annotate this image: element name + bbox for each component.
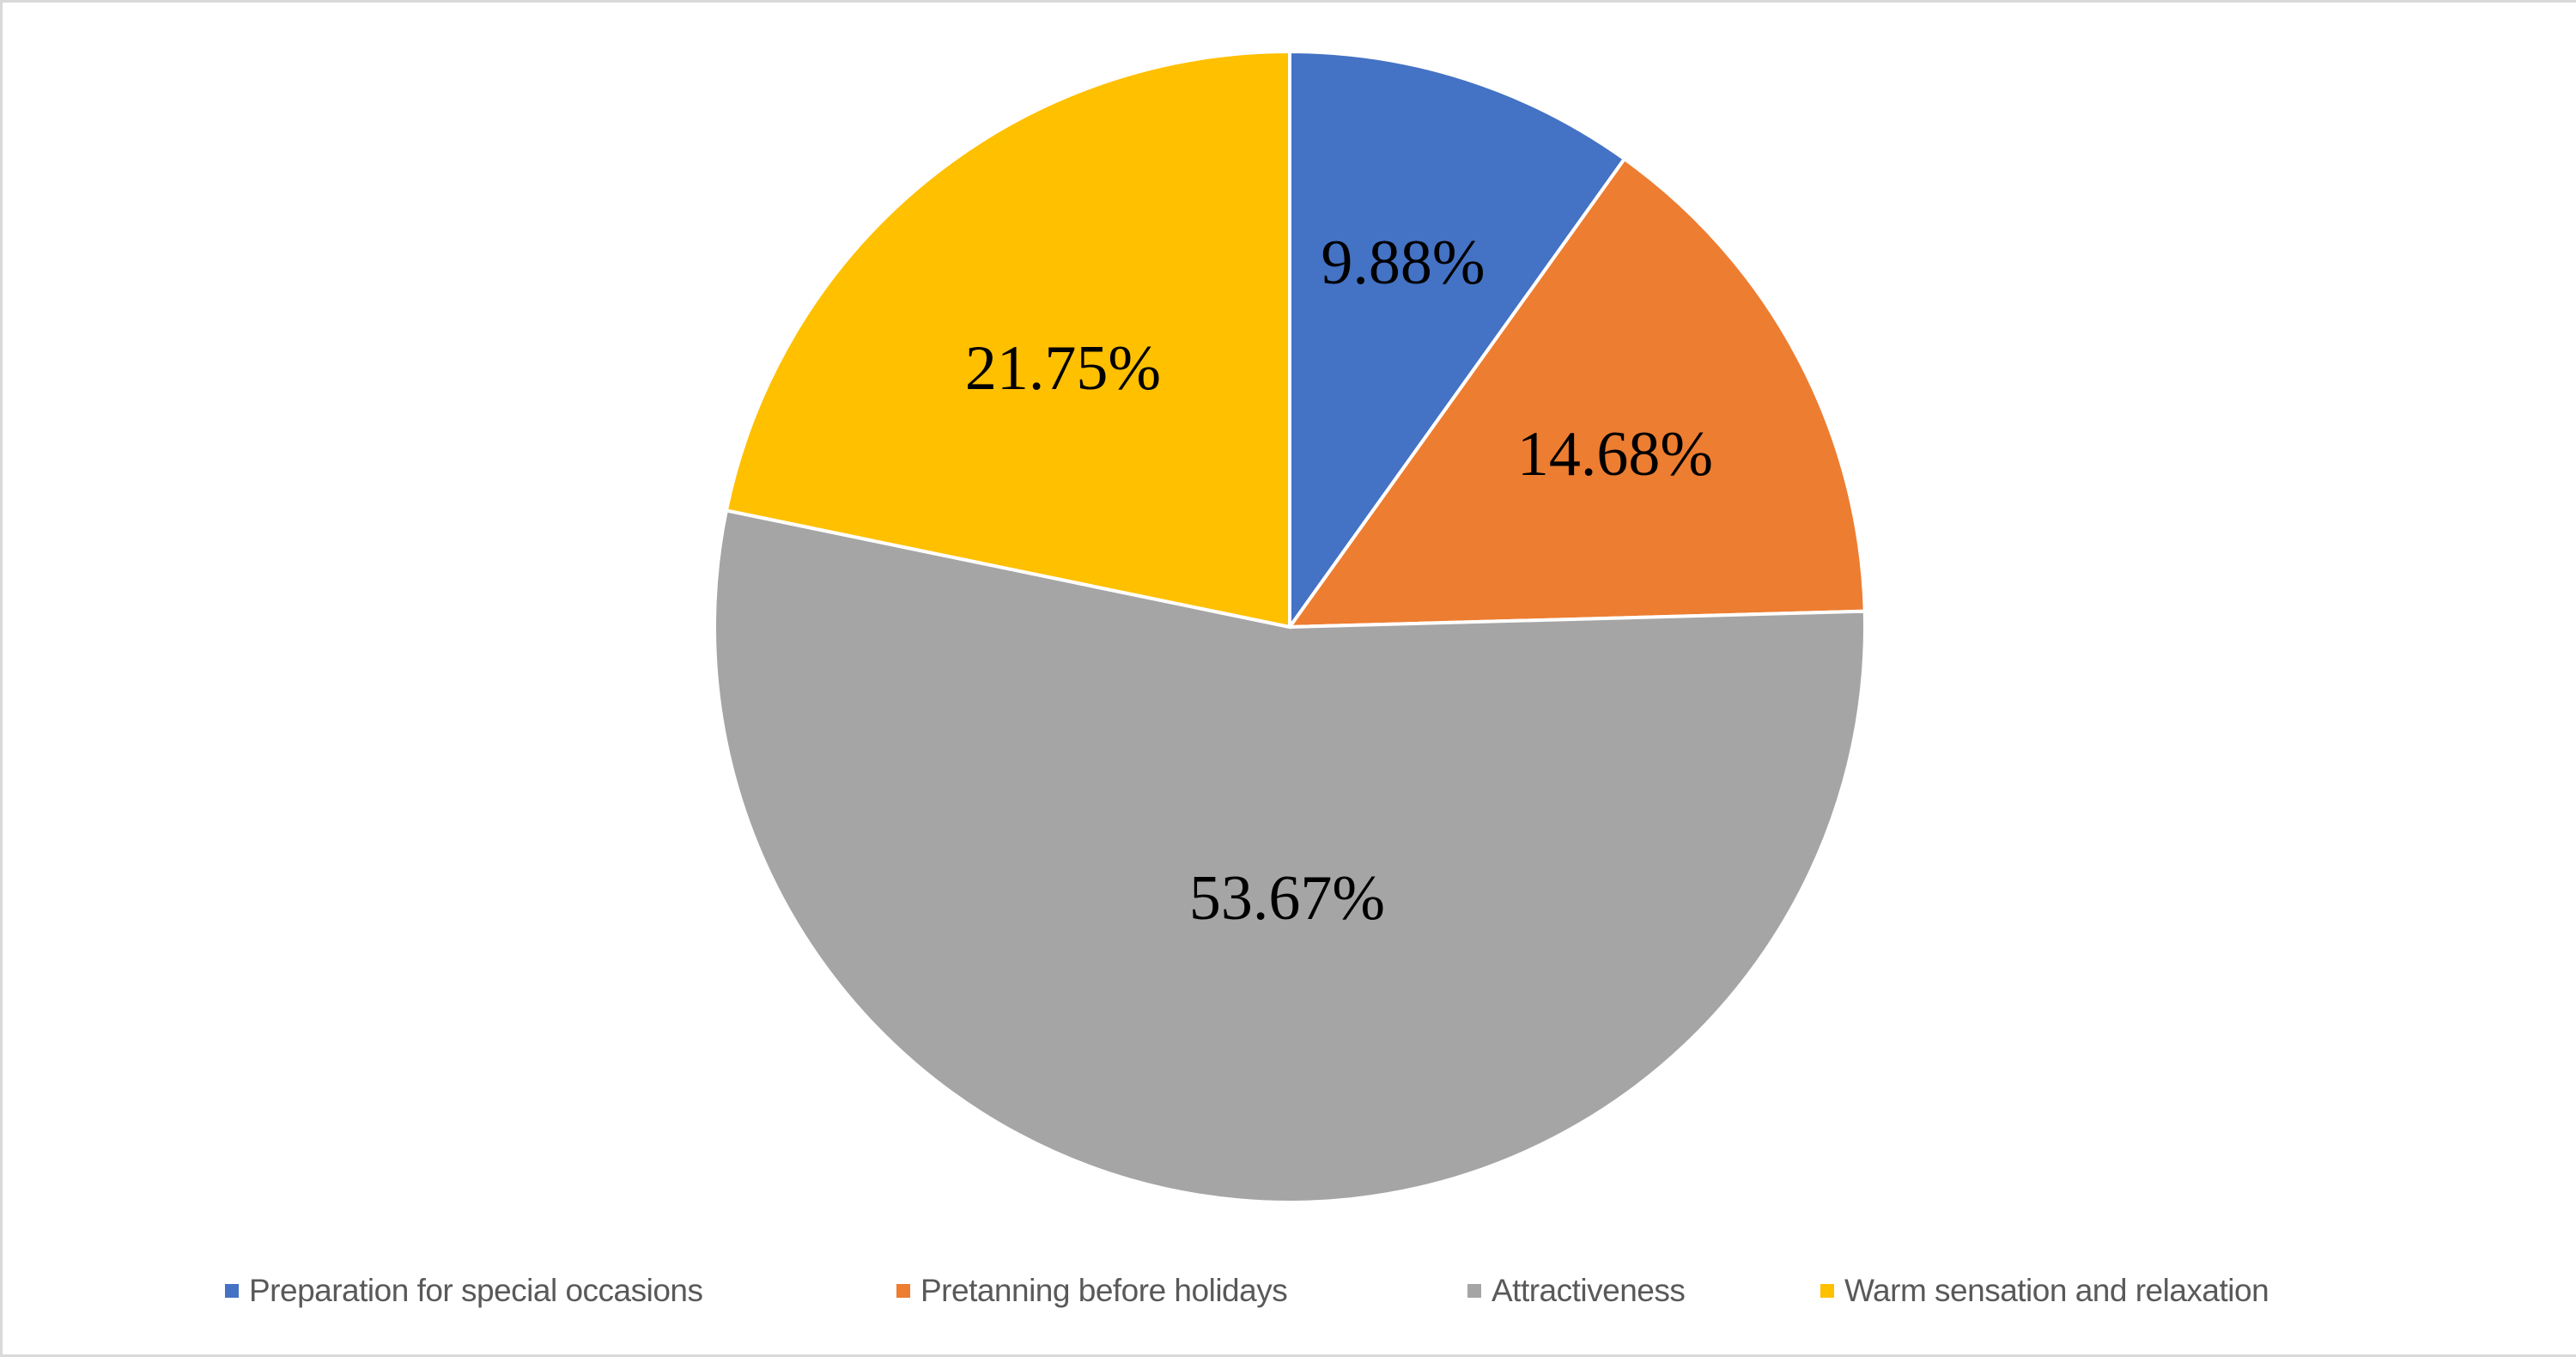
data-label-warm-sensation-and-relaxation: 21.75% — [964, 333, 1162, 404]
data-label-preparation-for-special-occasions: 9.88% — [1321, 228, 1485, 298]
pie-slice-attractiveness[interactable] — [713, 508, 1867, 1204]
legend-item-warm-sensation-and-relaxation[interactable]: Warm sensation and relaxation — [1820, 1269, 2269, 1312]
pie-slice-pretanning-before-holidays[interactable] — [1286, 156, 1867, 630]
pie-slice-warm-sensation-and-relaxation[interactable] — [724, 49, 1291, 630]
chart-legend: Preparation for special occasions Pretan… — [0, 1269, 2576, 1312]
legend-label: Attractiveness — [1492, 1273, 1686, 1308]
legend-swatch-yellow-icon — [1820, 1284, 1834, 1298]
legend-label: Pretanning before holidays — [920, 1273, 1288, 1308]
legend-item-preparation-for-special-occasions[interactable]: Preparation for special occasions — [225, 1269, 703, 1312]
legend-item-attractiveness[interactable]: Attractiveness — [1467, 1269, 1686, 1312]
legend-swatch-orange-icon — [896, 1284, 910, 1298]
data-label-attractiveness: 53.67% — [1188, 863, 1386, 934]
legend-label: Warm sensation and relaxation — [1844, 1273, 2269, 1308]
pie-slice-preparation-for-special-occasions[interactable] — [1288, 49, 1627, 633]
data-label-pretanning-before-holidays: 14.68% — [1516, 419, 1714, 490]
legend-label: Preparation for special occasions — [249, 1273, 703, 1308]
legend-swatch-gray-icon — [1467, 1284, 1481, 1298]
legend-swatch-blue-icon — [225, 1284, 239, 1298]
legend-item-pretanning-before-holidays[interactable]: Pretanning before holidays — [896, 1269, 1288, 1312]
